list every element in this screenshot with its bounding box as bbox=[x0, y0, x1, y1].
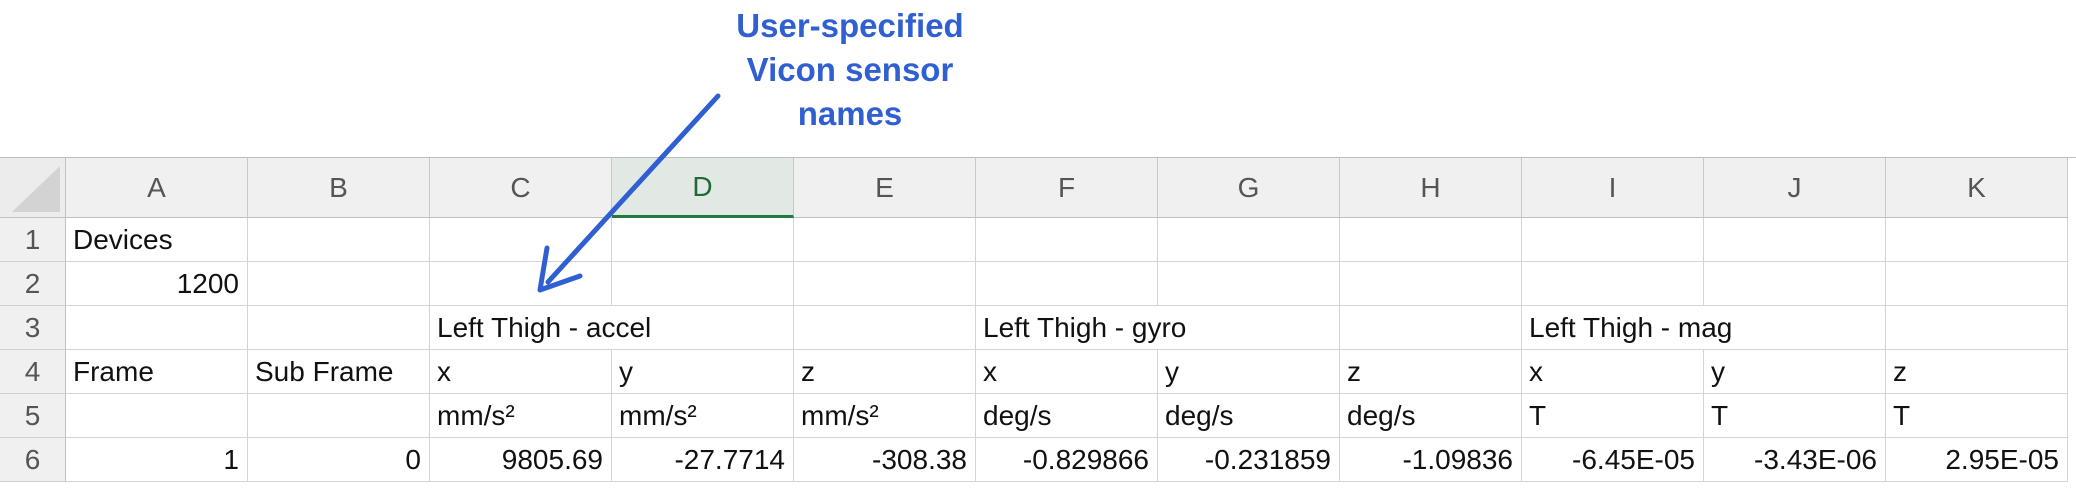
sheet-top-border bbox=[0, 157, 2076, 158]
row-header-6[interactable]: 6 bbox=[0, 438, 66, 482]
cell-k1[interactable] bbox=[1886, 218, 2068, 262]
cell-g4[interactable]: y bbox=[1158, 350, 1340, 394]
cell-j4[interactable]: y bbox=[1704, 350, 1886, 394]
cell-a5[interactable] bbox=[66, 394, 248, 438]
cell-c6[interactable]: 9805.69 bbox=[430, 438, 612, 482]
cell-h6[interactable]: -1.09836 bbox=[1340, 438, 1522, 482]
cell-k4[interactable]: z bbox=[1886, 350, 2068, 394]
cell-a6[interactable]: 1 bbox=[66, 438, 248, 482]
row-header-3[interactable]: 3 bbox=[0, 306, 66, 350]
cell-j5[interactable]: T bbox=[1704, 394, 1886, 438]
cell-a4[interactable]: Frame bbox=[66, 350, 248, 394]
cell-k6[interactable]: 2.95E-05 bbox=[1886, 438, 2068, 482]
cell-g3[interactable] bbox=[1158, 306, 1340, 350]
column-header-j[interactable]: J bbox=[1704, 158, 1886, 218]
cell-g6[interactable]: -0.231859 bbox=[1158, 438, 1340, 482]
cell-a2[interactable]: 1200 bbox=[66, 262, 248, 306]
column-header-h[interactable]: H bbox=[1340, 158, 1522, 218]
column-header-i[interactable]: I bbox=[1522, 158, 1704, 218]
cell-e3[interactable] bbox=[794, 306, 976, 350]
cell-g1[interactable] bbox=[1158, 218, 1340, 262]
column-header-c[interactable]: C bbox=[430, 158, 612, 218]
row-header-1[interactable]: 1 bbox=[0, 218, 66, 262]
row-header-4[interactable]: 4 bbox=[0, 350, 66, 394]
annotation-callout: User-specified Vicon sensor names bbox=[670, 4, 1030, 136]
cell-j6[interactable]: -3.43E-06 bbox=[1704, 438, 1886, 482]
cell-e1[interactable] bbox=[794, 218, 976, 262]
cell-b1[interactable] bbox=[248, 218, 430, 262]
cell-b2[interactable] bbox=[248, 262, 430, 306]
cell-f6[interactable]: -0.829866 bbox=[976, 438, 1158, 482]
select-all-corner[interactable] bbox=[0, 158, 66, 218]
cell-h5[interactable]: deg/s bbox=[1340, 394, 1522, 438]
cell-j2[interactable] bbox=[1704, 262, 1886, 306]
cell-f3[interactable]: Left Thigh - gyro bbox=[976, 306, 1186, 350]
annotation-line-3: names bbox=[797, 95, 903, 132]
row-header-5[interactable]: 5 bbox=[0, 394, 66, 438]
cell-i1[interactable] bbox=[1522, 218, 1704, 262]
column-header-e[interactable]: E bbox=[794, 158, 976, 218]
cell-g5[interactable]: deg/s bbox=[1158, 394, 1340, 438]
spreadsheet-grid: A B C D E F G H I J K 1 Devices 2 1200 3 Left Thigh - ac… bbox=[0, 158, 2076, 492]
cell-k3[interactable] bbox=[1886, 306, 2068, 350]
select-all-triangle-icon bbox=[12, 166, 60, 212]
cell-k2[interactable] bbox=[1886, 262, 2068, 306]
annotation-line-2: Vicon sensor bbox=[746, 51, 954, 88]
cell-h2[interactable] bbox=[1340, 262, 1522, 306]
cell-c1[interactable] bbox=[430, 218, 612, 262]
cell-j3[interactable] bbox=[1704, 306, 1886, 350]
cell-h1[interactable] bbox=[1340, 218, 1522, 262]
cell-i6[interactable]: -6.45E-05 bbox=[1522, 438, 1704, 482]
cell-d6[interactable]: -27.7714 bbox=[612, 438, 794, 482]
cell-c5[interactable]: mm/s² bbox=[430, 394, 612, 438]
cell-a3[interactable] bbox=[66, 306, 248, 350]
cell-f5[interactable]: deg/s bbox=[976, 394, 1158, 438]
column-header-f[interactable]: F bbox=[976, 158, 1158, 218]
cell-c4[interactable]: x bbox=[430, 350, 612, 394]
cell-c2[interactable] bbox=[430, 262, 612, 306]
row-header-2[interactable]: 2 bbox=[0, 262, 66, 306]
cell-c3[interactable]: Left Thigh - accel bbox=[430, 306, 651, 350]
cell-d3[interactable] bbox=[612, 306, 794, 350]
column-header-b[interactable]: B bbox=[248, 158, 430, 218]
cell-b3[interactable] bbox=[248, 306, 430, 350]
cell-i2[interactable] bbox=[1522, 262, 1704, 306]
column-header-d[interactable]: D bbox=[612, 158, 794, 218]
cell-e4[interactable]: z bbox=[794, 350, 976, 394]
cell-i4[interactable]: x bbox=[1522, 350, 1704, 394]
cell-e2[interactable] bbox=[794, 262, 976, 306]
cell-b5[interactable] bbox=[248, 394, 430, 438]
cell-k5[interactable]: T bbox=[1886, 394, 2068, 438]
cell-j1[interactable] bbox=[1704, 218, 1886, 262]
cell-b6[interactable]: 0 bbox=[248, 438, 430, 482]
cell-h3[interactable] bbox=[1340, 306, 1522, 350]
cell-d1[interactable] bbox=[612, 218, 794, 262]
cell-a1[interactable]: Devices bbox=[66, 218, 248, 262]
column-header-g[interactable]: G bbox=[1158, 158, 1340, 218]
column-header-k[interactable]: K bbox=[1886, 158, 2068, 218]
cell-g2[interactable] bbox=[1158, 262, 1340, 306]
cell-e6[interactable]: -308.38 bbox=[794, 438, 976, 482]
cell-e5[interactable]: mm/s² bbox=[794, 394, 976, 438]
cell-h4[interactable]: z bbox=[1340, 350, 1522, 394]
cell-d2[interactable] bbox=[612, 262, 794, 306]
column-header-a[interactable]: A bbox=[66, 158, 248, 218]
cell-f4[interactable]: x bbox=[976, 350, 1158, 394]
cell-b4[interactable]: Sub Frame bbox=[248, 350, 430, 394]
cell-i5[interactable]: T bbox=[1522, 394, 1704, 438]
cell-d5[interactable]: mm/s² bbox=[612, 394, 794, 438]
cell-i3[interactable]: Left Thigh - mag bbox=[1522, 306, 1732, 350]
cell-f2[interactable] bbox=[976, 262, 1158, 306]
cell-d4[interactable]: y bbox=[612, 350, 794, 394]
cell-f1[interactable] bbox=[976, 218, 1158, 262]
annotation-line-1: User-specified bbox=[736, 7, 964, 44]
